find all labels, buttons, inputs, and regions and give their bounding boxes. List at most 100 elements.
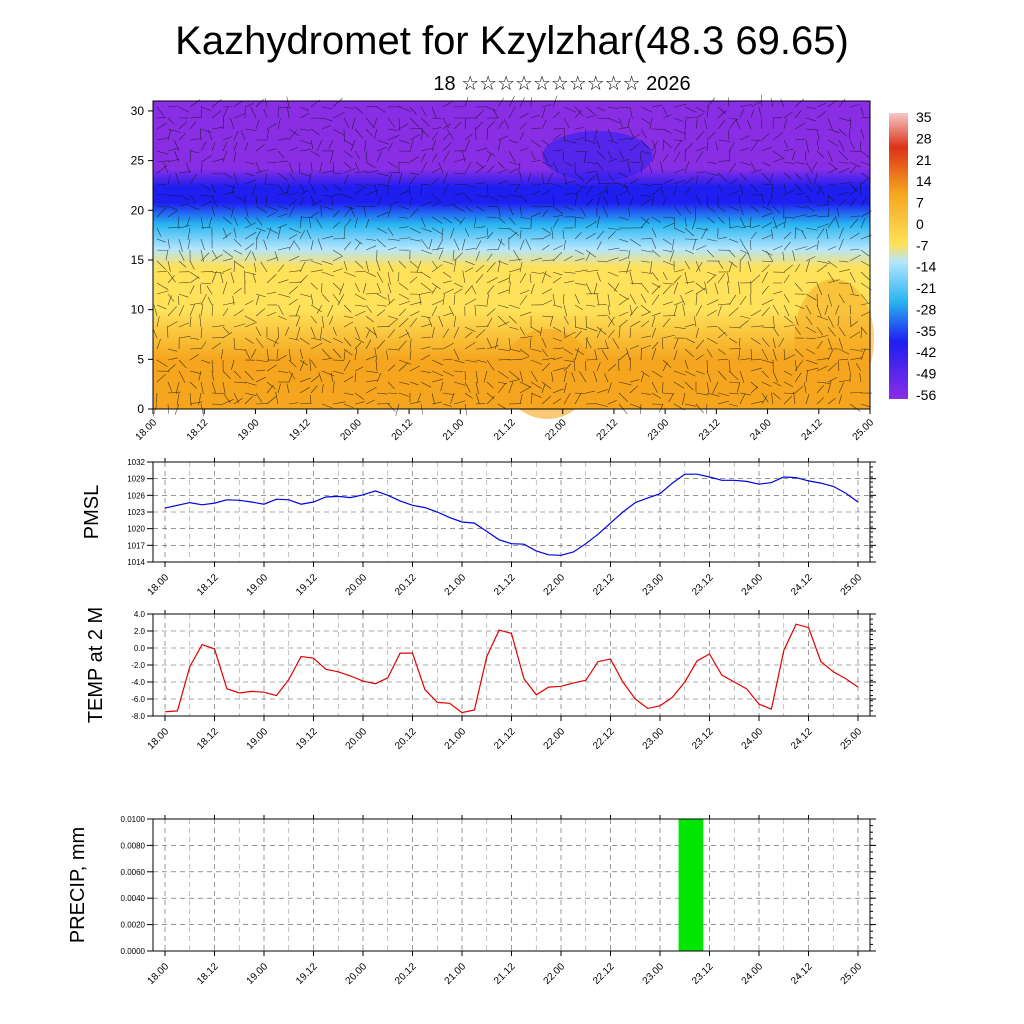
wind-barb xyxy=(310,260,323,265)
wind-barb xyxy=(574,137,584,141)
wind-barb xyxy=(332,401,346,405)
wind-barb xyxy=(541,233,551,240)
wind-barb xyxy=(211,205,215,217)
wind-barb xyxy=(618,137,630,141)
wind-barb xyxy=(200,403,205,417)
wind-barb xyxy=(387,260,394,273)
wind-barb xyxy=(431,127,442,130)
wind-barb xyxy=(189,354,199,361)
wind-barb xyxy=(266,312,277,317)
wind-barb xyxy=(640,282,649,293)
wind-barb xyxy=(772,157,785,163)
wind-barb xyxy=(475,251,480,262)
wind-barb xyxy=(299,261,306,273)
wind-barb xyxy=(596,260,609,263)
wind-barb xyxy=(640,293,647,303)
wind-barb xyxy=(849,183,859,193)
wind-barb xyxy=(299,215,303,229)
wind-barb xyxy=(255,376,266,383)
x-tick-label: 18.00 xyxy=(146,961,172,987)
wind-barb xyxy=(207,296,213,306)
wind-barb xyxy=(563,255,573,262)
x-tick-label: 18.00 xyxy=(146,572,172,598)
wind-barb xyxy=(200,106,212,111)
wind-barb xyxy=(794,348,804,358)
wind-barb xyxy=(459,216,466,225)
wind-barb xyxy=(453,192,466,196)
wind-barb xyxy=(321,106,333,110)
wind-barb xyxy=(552,218,559,229)
colorbar-label: -21 xyxy=(916,280,936,296)
wind-barb xyxy=(189,370,202,375)
wind-barb xyxy=(651,196,654,207)
y-tick-label: -8.0 xyxy=(131,712,145,721)
wind-barb xyxy=(277,226,281,240)
wind-barb xyxy=(765,250,774,262)
wind-barb xyxy=(849,254,861,262)
wind-barb xyxy=(585,114,598,119)
wind-barb xyxy=(200,216,204,229)
wind-barb xyxy=(376,172,390,177)
wind-barb xyxy=(453,205,465,212)
y-tick-label: 0.0060 xyxy=(121,868,146,877)
wind-barb xyxy=(167,174,171,185)
wind-barb xyxy=(574,315,576,328)
wind-barb xyxy=(321,205,334,211)
wind-barb xyxy=(640,311,652,317)
wind-barb xyxy=(695,174,699,185)
wind-barb xyxy=(849,188,858,196)
wind-barb xyxy=(563,128,566,142)
wind-barb xyxy=(263,109,268,119)
wind-barb xyxy=(728,249,736,258)
wind-barb xyxy=(519,326,525,336)
wind-barb xyxy=(739,253,747,262)
wind-barb xyxy=(860,249,870,257)
wind-barb xyxy=(816,358,830,361)
wind-barb xyxy=(387,381,395,390)
wind-barb xyxy=(629,358,632,372)
wind-barb xyxy=(541,288,553,295)
wind-barb xyxy=(387,348,401,351)
wind-barb xyxy=(629,385,639,394)
wind-barb xyxy=(167,321,178,328)
wind-barb xyxy=(387,298,395,306)
wind-barb xyxy=(805,359,818,365)
wind-barb xyxy=(354,310,366,317)
wind-barb xyxy=(349,206,356,218)
wind-barb xyxy=(277,247,290,251)
wind-barb xyxy=(518,161,521,174)
wind-barb xyxy=(596,241,602,251)
wind-barb xyxy=(607,400,617,405)
wind-barb xyxy=(783,264,794,273)
wind-barb xyxy=(156,260,167,270)
wind-barb xyxy=(233,141,238,152)
x-tick-label: 22.00 xyxy=(542,572,568,598)
wind-barb xyxy=(376,150,383,163)
wind-barb xyxy=(585,282,592,295)
wind-barb xyxy=(354,270,366,273)
wind-barb xyxy=(328,139,334,150)
wind-barb xyxy=(607,106,619,110)
wind-barb xyxy=(794,183,803,192)
wind-barb xyxy=(838,394,842,405)
wind-barb xyxy=(321,235,334,240)
x-tick-label: 24.12 xyxy=(789,726,815,752)
wind-barb xyxy=(607,382,612,394)
wind-barb xyxy=(255,227,266,232)
wind-barb xyxy=(175,172,180,185)
wind-barb xyxy=(805,326,817,334)
wind-barb xyxy=(519,370,523,382)
wind-barb xyxy=(306,229,312,240)
wind-barb xyxy=(189,337,200,340)
wind-barb xyxy=(541,190,551,196)
wind-barb xyxy=(475,381,479,395)
wind-barb xyxy=(461,149,466,163)
wind-barb xyxy=(173,139,180,152)
wind-barb xyxy=(420,315,431,319)
grid xyxy=(153,613,870,717)
wind-barb xyxy=(178,359,187,369)
wind-barb xyxy=(299,359,309,366)
wind-barb xyxy=(662,282,675,285)
wind-barb xyxy=(442,150,450,163)
wind-barb xyxy=(706,359,709,373)
